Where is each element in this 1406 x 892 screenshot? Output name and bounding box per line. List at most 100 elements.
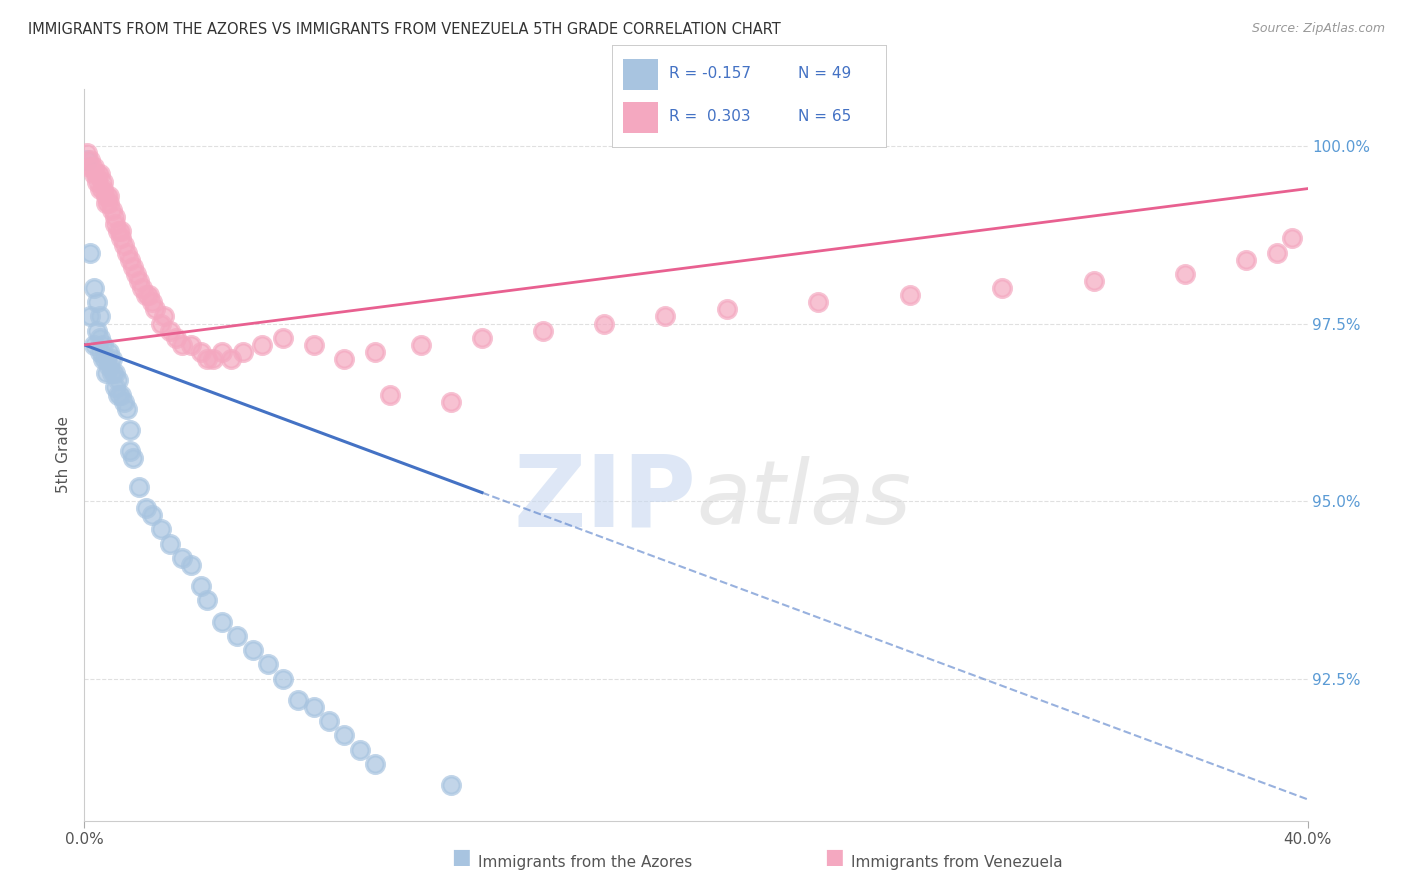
- Point: [89, 345, 111, 359]
- Point: [91, 174, 114, 188]
- Point: [190, 345, 212, 359]
- Text: Source: ZipAtlas.com: Source: ZipAtlas.com: [1251, 22, 1385, 36]
- Bar: [623, 102, 658, 133]
- Point: [440, 778, 463, 792]
- Point: [226, 629, 249, 643]
- Point: [94, 188, 117, 202]
- Point: [302, 700, 325, 714]
- Point: [86, 324, 108, 338]
- Point: [159, 537, 181, 551]
- Point: [180, 558, 202, 572]
- Point: [104, 210, 127, 224]
- Point: [471, 331, 494, 345]
- Point: [101, 366, 124, 380]
- Point: [333, 352, 356, 367]
- Point: [135, 288, 157, 302]
- Point: [149, 317, 172, 331]
- Point: [97, 195, 120, 210]
- Text: R =  0.303: R = 0.303: [669, 109, 751, 124]
- Point: [86, 295, 108, 310]
- Point: [141, 295, 163, 310]
- Point: [1174, 267, 1197, 281]
- Point: [165, 331, 187, 345]
- Point: [409, 338, 432, 352]
- Point: [190, 579, 212, 593]
- Point: [1281, 231, 1303, 245]
- Point: [172, 338, 194, 352]
- Point: [257, 657, 280, 672]
- Point: [159, 324, 181, 338]
- Point: [83, 168, 105, 182]
- Point: [83, 281, 105, 295]
- Point: [135, 501, 157, 516]
- Point: [122, 451, 145, 466]
- Point: [440, 394, 463, 409]
- Point: [86, 174, 108, 188]
- Point: [201, 352, 224, 367]
- Text: R = -0.157: R = -0.157: [669, 66, 751, 81]
- Point: [79, 153, 101, 168]
- Point: [110, 224, 132, 238]
- Point: [211, 615, 233, 629]
- Text: ■: ■: [824, 847, 844, 867]
- Point: [141, 508, 163, 523]
- Point: [120, 444, 142, 458]
- Point: [89, 168, 111, 182]
- Point: [110, 231, 132, 245]
- Point: [302, 338, 325, 352]
- Point: [250, 338, 273, 352]
- Point: [149, 523, 172, 537]
- Point: [531, 324, 554, 338]
- Text: ■: ■: [451, 847, 471, 867]
- Point: [112, 238, 135, 252]
- Text: atlas: atlas: [696, 456, 911, 541]
- Text: N = 65: N = 65: [799, 109, 851, 124]
- Point: [94, 352, 117, 367]
- Point: [91, 181, 114, 195]
- Text: ZIP: ZIP: [513, 450, 696, 548]
- Point: [380, 387, 402, 401]
- Point: [1083, 274, 1105, 288]
- Point: [333, 728, 356, 742]
- Point: [242, 643, 264, 657]
- Point: [128, 480, 150, 494]
- Point: [115, 401, 138, 416]
- Point: [89, 310, 111, 324]
- Y-axis label: 5th Grade: 5th Grade: [56, 417, 72, 493]
- Point: [131, 281, 153, 295]
- Point: [79, 310, 101, 324]
- Point: [97, 188, 120, 202]
- Point: [112, 394, 135, 409]
- Text: N = 49: N = 49: [799, 66, 851, 81]
- Point: [115, 245, 138, 260]
- Bar: [623, 59, 658, 90]
- Point: [211, 345, 233, 359]
- Point: [195, 593, 218, 607]
- Point: [349, 742, 371, 756]
- Point: [107, 387, 129, 401]
- Text: Immigrants from Venezuela: Immigrants from Venezuela: [851, 855, 1063, 870]
- Point: [143, 302, 166, 317]
- Point: [195, 352, 218, 367]
- Text: IMMIGRANTS FROM THE AZORES VS IMMIGRANTS FROM VENEZUELA 5TH GRADE CORRELATION CH: IMMIGRANTS FROM THE AZORES VS IMMIGRANTS…: [28, 22, 780, 37]
- Point: [654, 310, 676, 324]
- Point: [110, 387, 132, 401]
- Point: [76, 153, 98, 168]
- Point: [232, 345, 254, 359]
- Point: [128, 274, 150, 288]
- Point: [83, 161, 105, 175]
- Point: [91, 352, 114, 367]
- Point: [125, 267, 148, 281]
- Point: [364, 345, 387, 359]
- Point: [104, 217, 127, 231]
- Text: Immigrants from the Azores: Immigrants from the Azores: [478, 855, 692, 870]
- Point: [104, 366, 127, 380]
- Point: [104, 380, 127, 394]
- Point: [807, 295, 830, 310]
- Point: [79, 245, 101, 260]
- Point: [219, 352, 242, 367]
- Point: [107, 224, 129, 238]
- Point: [107, 373, 129, 387]
- Point: [79, 161, 101, 175]
- Point: [138, 288, 160, 302]
